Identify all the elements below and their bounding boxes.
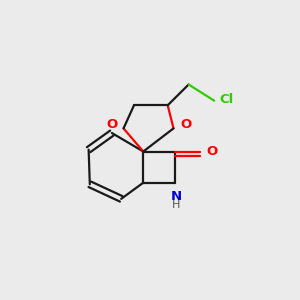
Text: H: H	[172, 200, 180, 210]
Text: O: O	[180, 118, 191, 131]
Text: N: N	[170, 190, 182, 202]
Text: O: O	[106, 118, 118, 131]
Text: O: O	[207, 145, 218, 158]
Text: Cl: Cl	[220, 93, 234, 106]
